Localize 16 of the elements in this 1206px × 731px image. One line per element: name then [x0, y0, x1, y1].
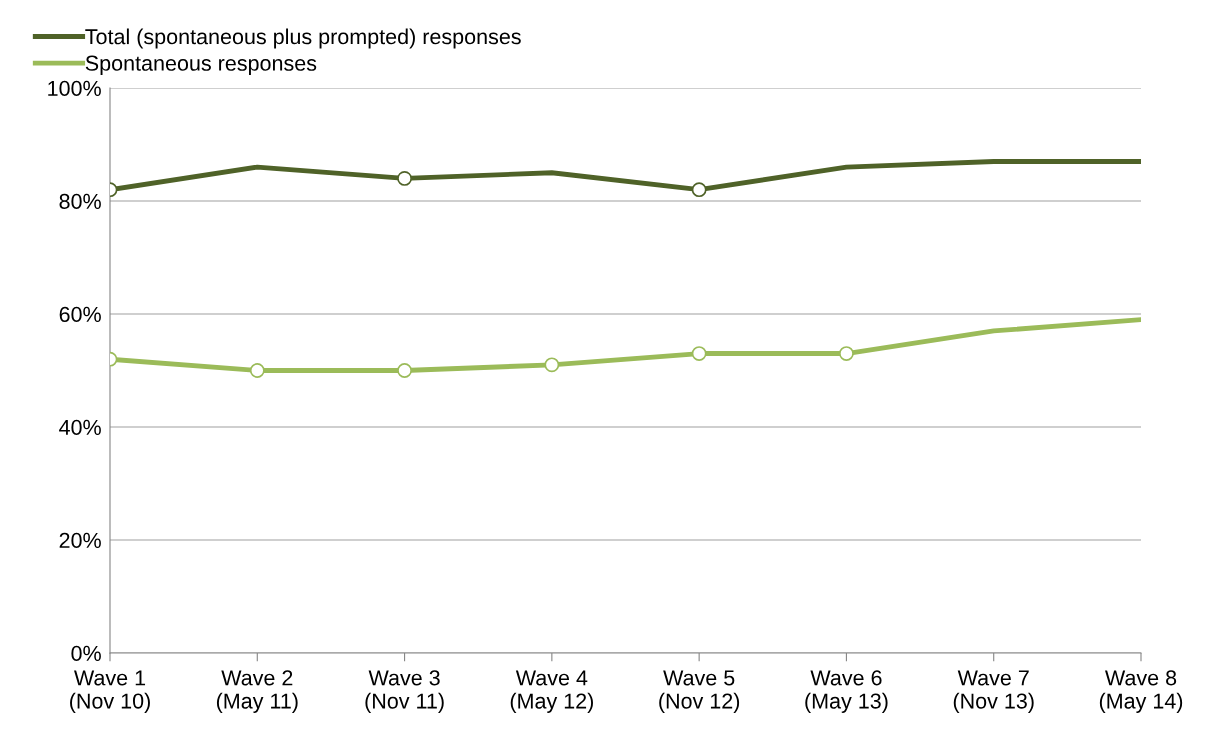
x-tick-label: Wave 6 (May 13)	[805, 670, 888, 713]
y-tick-label: 40%	[59, 419, 101, 436]
x-tick-label: Wave 8 (May 14)	[1099, 670, 1183, 713]
x-tick-label: Wave 3 (Nov 11)	[365, 670, 444, 713]
y-tick-label: 80%	[59, 193, 101, 210]
y-tick-label: 20%	[59, 532, 101, 549]
x-tick-label: Wave 1 (Nov 10)	[70, 670, 150, 713]
x-tick-label: Wave 5 (Nov 12)	[659, 670, 740, 713]
legend-label: Total (spontaneous plus prompted) responses	[85, 28, 521, 49]
x-tick-label: Wave 2 (May 11)	[216, 670, 298, 713]
y-tick-label: 100%	[48, 80, 101, 97]
y-tick-label: 60%	[59, 306, 101, 323]
x-tick-label: Wave 4 (May 12)	[510, 670, 593, 713]
x-tick-label: Wave 7 (Nov 13)	[953, 670, 1034, 713]
y-tick-label: 0%	[71, 645, 101, 662]
legend-label: Spontaneous responses	[85, 55, 317, 76]
